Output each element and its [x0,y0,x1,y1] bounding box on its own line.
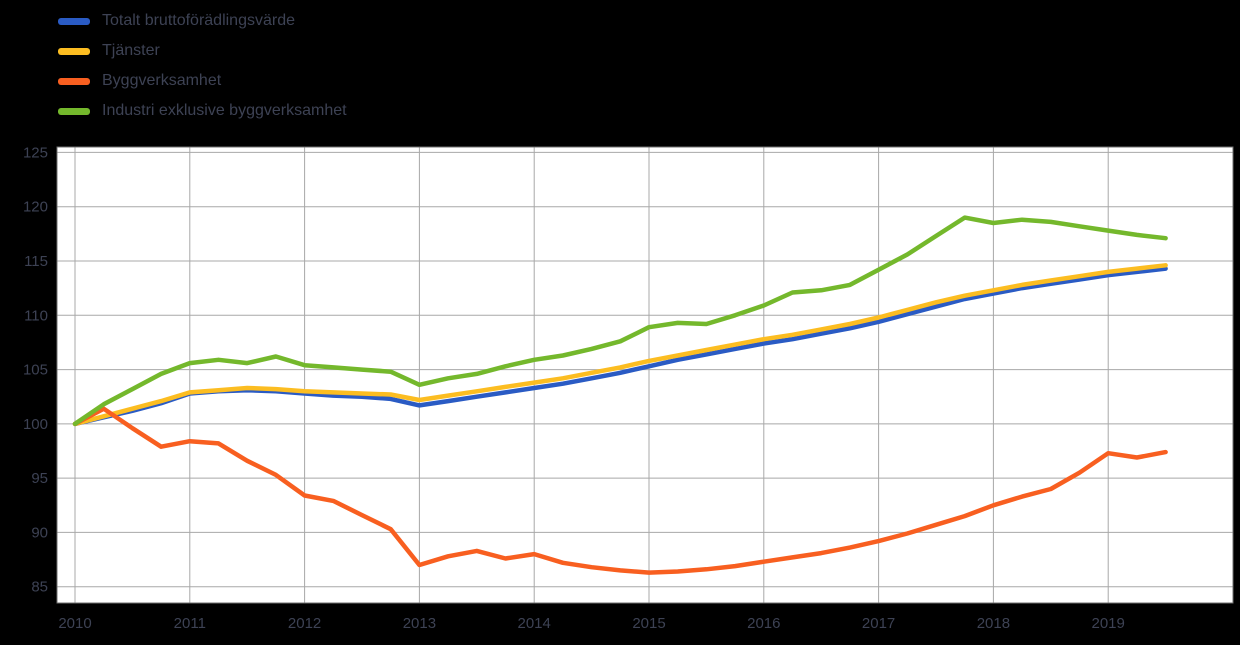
series-line-4 [72,215,1168,427]
y-tick-label: 115 [24,253,48,270]
legend-label: Byggverksamhet [102,72,222,89]
legend-label: Tjänster [102,42,160,59]
legend-swatch [58,47,90,55]
legend-swatch [58,17,90,25]
y-tick-label: 100 [23,416,48,433]
y-tick-label: 105 [23,362,48,379]
y-tick-label: 95 [31,470,48,487]
x-tick-label: 2014 [518,615,551,632]
plot-area [57,147,1233,603]
legend-swatch [58,77,90,85]
y-tick-label: 120 [23,199,48,216]
legend-label: Industri exklusive byggverksamhet [102,102,347,119]
x-tick-label: 2012 [288,615,321,632]
series-line-2 [72,263,1168,427]
x-tick-label: 2019 [1092,615,1125,632]
y-tick-label: 110 [24,307,48,324]
chart-legend: Totalt bruttoförädlingsvärde Tjänster Bygg… [58,6,347,126]
legend-item: Byggverksamhet [58,66,347,96]
plot-border [56,146,1234,604]
y-tick-label: 90 [31,524,48,541]
y-tick-label: 85 [31,579,48,596]
x-tick-label: 2016 [747,615,780,632]
legend-swatch [58,107,90,115]
x-tick-label: 2010 [58,615,91,632]
legend-label: Totalt bruttoförädlingsvärde [102,12,295,29]
legend-item: Industri exklusive byggverksamhet [58,96,347,126]
x-tick-label: 2013 [403,615,436,632]
series-line-3 [72,406,1168,575]
legend-item: Tjänster [58,36,347,66]
x-tick-label: 2011 [174,615,206,632]
x-tick-label: 2015 [632,615,665,632]
legend-item: Totalt bruttoförädlingsvärde [58,6,347,36]
x-tick-label: 2018 [977,615,1010,632]
y-tick-label: 125 [23,144,48,161]
x-tick-label: 2017 [862,615,895,632]
